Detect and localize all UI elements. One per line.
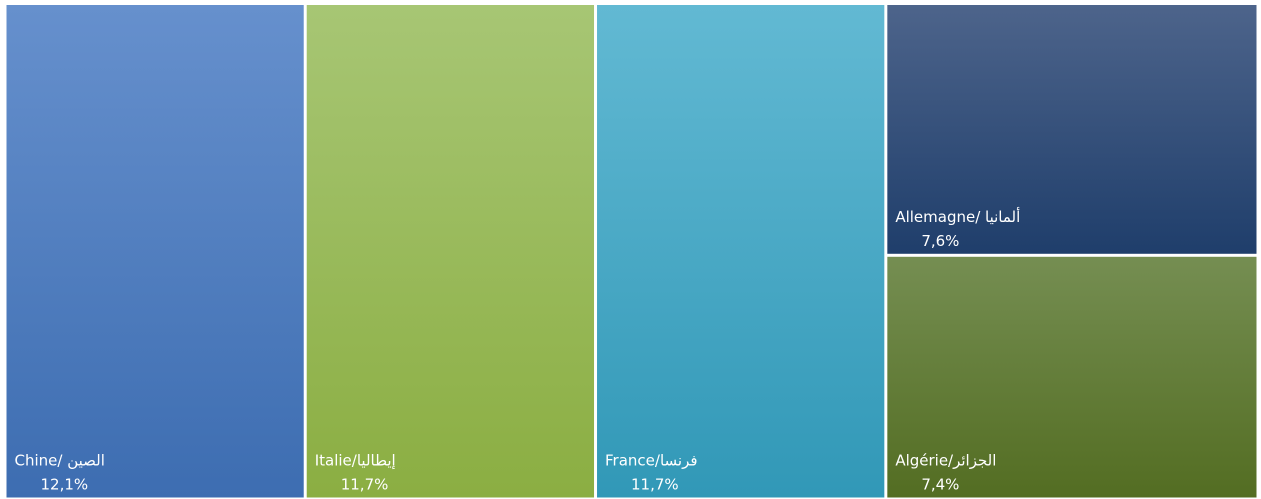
tile bbox=[597, 5, 885, 498]
tile bbox=[887, 5, 1257, 254]
tile bbox=[887, 256, 1257, 498]
tile-label: Allemagne/ ألمانيا bbox=[895, 207, 1020, 226]
tile-label: Chine/ الصين bbox=[15, 452, 105, 470]
tile-label: Italie/إيطاليا bbox=[315, 452, 396, 470]
value-label: 7,6% bbox=[921, 232, 959, 250]
tile bbox=[306, 5, 595, 498]
value-label: 11,7% bbox=[341, 476, 389, 494]
value-label: 11,7% bbox=[631, 476, 679, 494]
tile-label: Algérie/الجزائر bbox=[895, 452, 996, 470]
tile bbox=[6, 5, 304, 498]
tile-label: France/فرنسا bbox=[605, 452, 698, 470]
value-label: 12,1% bbox=[41, 476, 89, 494]
value-label: 7,4% bbox=[921, 476, 959, 494]
